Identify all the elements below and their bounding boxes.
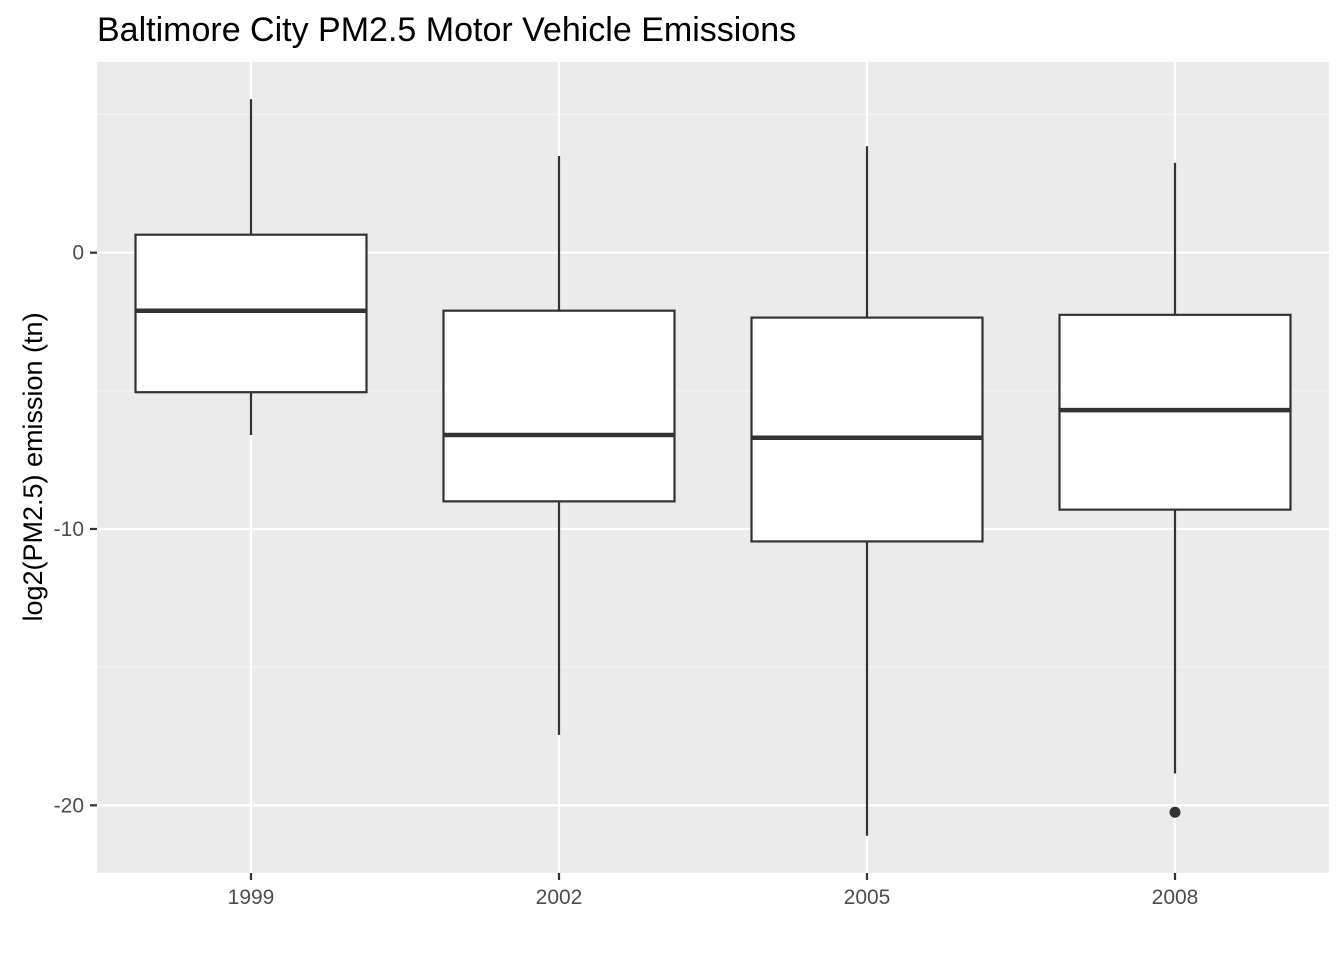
boxplots [134,99,1292,836]
box-1999 [134,99,368,436]
iqr-box [442,309,676,503]
y-tick-label: -10 [54,518,84,541]
box-2005 [750,146,984,836]
x-tick-label: 2002 [536,886,583,909]
box-2002 [442,155,676,735]
y-axis: 0 -10 -20 [54,242,97,817]
iqr-box [134,233,368,394]
y-tick-label: 0 [72,242,84,265]
y-axis-title: log2(PM2.5) emission (tn) [18,312,48,621]
x-tick-label: 1999 [228,886,275,909]
y-tick-label: -20 [54,794,84,817]
x-axis: 1999 2002 2005 2008 [228,873,1199,909]
iqr-box [750,316,984,543]
x-tick-label: 2008 [1152,886,1199,909]
outlier-point [1169,806,1181,818]
box-2008 [1058,162,1292,818]
chart-title: Baltimore City PM2.5 Motor Vehicle Emiss… [97,11,796,49]
x-tick-label: 2005 [844,886,891,909]
